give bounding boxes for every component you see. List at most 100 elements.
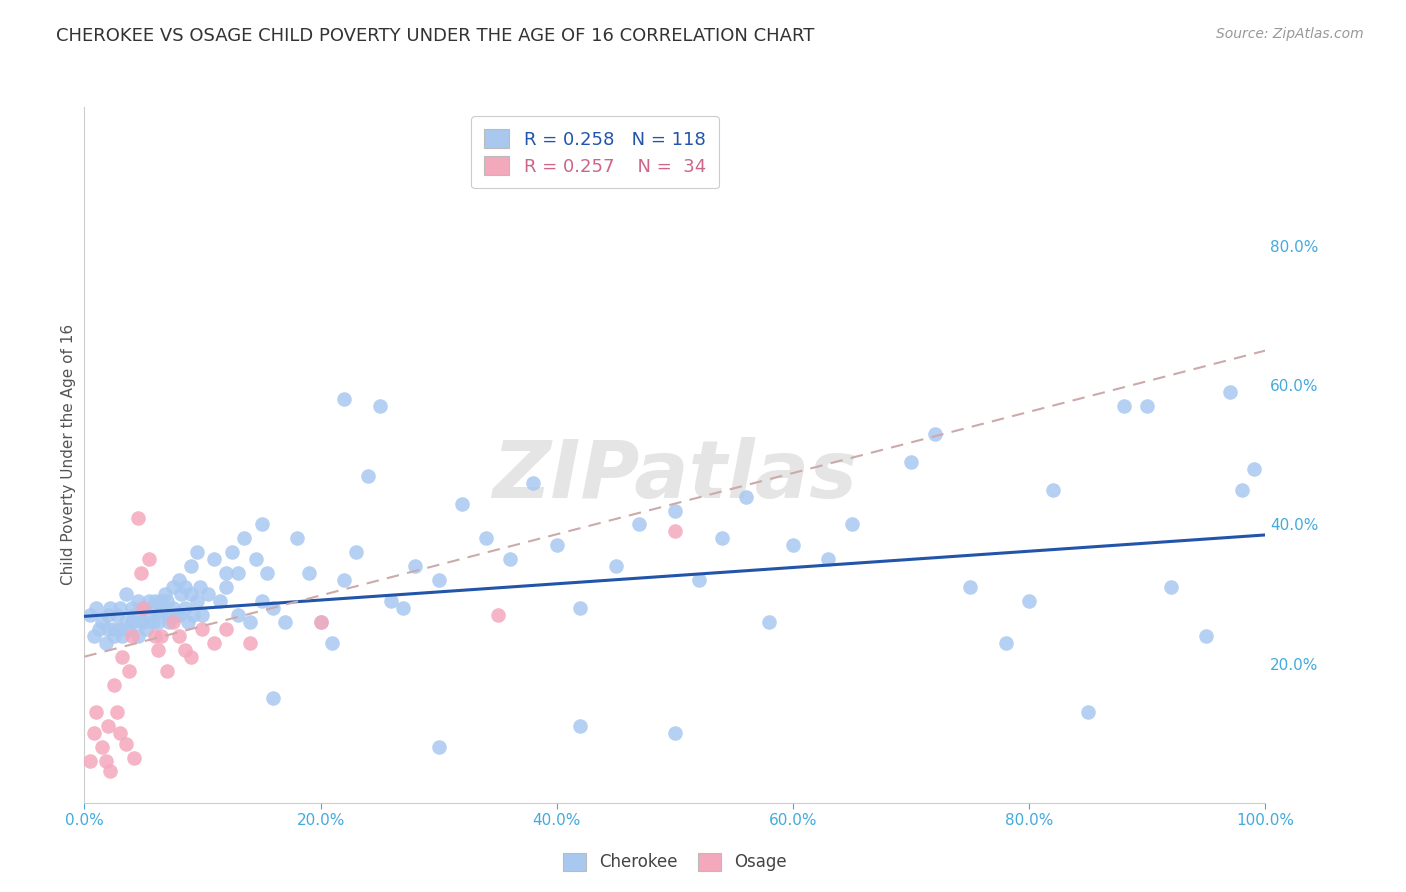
Point: [202, 552, 225, 566]
Point: [108, 726, 131, 740]
Point: [924, 427, 946, 442]
Point: [138, 607, 160, 622]
Point: [817, 552, 839, 566]
Point: [333, 573, 356, 587]
Point: [91, 740, 114, 755]
Point: [97, 719, 120, 733]
Point: [162, 615, 184, 629]
Point: [122, 750, 145, 764]
Legend: Cherokee, Osage: Cherokee, Osage: [555, 846, 794, 878]
Point: [191, 607, 214, 622]
Point: [108, 622, 131, 636]
Point: [114, 587, 136, 601]
Point: [475, 532, 498, 546]
Point: [321, 636, 343, 650]
Point: [427, 573, 450, 587]
Point: [146, 642, 169, 657]
Point: [180, 559, 202, 574]
Text: ZIPatlas: ZIPatlas: [492, 437, 858, 515]
Point: [758, 615, 780, 629]
Point: [132, 601, 155, 615]
Point: [84, 601, 107, 615]
Point: [150, 605, 173, 619]
Point: [900, 455, 922, 469]
Point: [569, 719, 592, 733]
Point: [173, 580, 195, 594]
Point: [138, 594, 160, 608]
Point: [498, 552, 520, 566]
Point: [256, 566, 278, 581]
Point: [232, 532, 254, 546]
Point: [94, 636, 117, 650]
Point: [132, 601, 155, 615]
Point: [215, 622, 238, 636]
Point: [298, 566, 321, 581]
Point: [1018, 594, 1040, 608]
Point: [664, 726, 686, 740]
Point: [118, 664, 141, 678]
Point: [209, 594, 232, 608]
Point: [262, 601, 284, 615]
Point: [188, 580, 211, 594]
Point: [1042, 483, 1064, 497]
Point: [97, 607, 120, 622]
Point: [166, 607, 188, 622]
Point: [91, 615, 114, 629]
Point: [79, 607, 101, 622]
Point: [250, 594, 273, 608]
Point: [285, 532, 308, 546]
Point: [1243, 462, 1265, 476]
Point: [226, 566, 249, 581]
Point: [994, 636, 1017, 650]
Point: [451, 497, 474, 511]
Point: [167, 629, 190, 643]
Point: [309, 615, 332, 629]
Point: [186, 545, 208, 559]
Point: [782, 538, 804, 552]
Point: [121, 629, 143, 643]
Point: [239, 636, 262, 650]
Point: [522, 475, 544, 490]
Point: [114, 737, 136, 751]
Point: [380, 594, 402, 608]
Point: [173, 601, 195, 615]
Point: [197, 587, 219, 601]
Point: [156, 594, 179, 608]
Point: [344, 545, 367, 559]
Point: [404, 559, 426, 574]
Point: [173, 642, 195, 657]
Point: [122, 607, 145, 622]
Point: [734, 490, 756, 504]
Point: [628, 517, 651, 532]
Point: [103, 677, 125, 691]
Point: [127, 594, 149, 608]
Point: [108, 601, 131, 615]
Point: [167, 607, 190, 622]
Point: [107, 706, 129, 720]
Text: CHEROKEE VS OSAGE CHILD POVERTY UNDER THE AGE OF 16 CORRELATION CHART: CHEROKEE VS OSAGE CHILD POVERTY UNDER TH…: [56, 27, 814, 45]
Point: [84, 706, 107, 720]
Point: [156, 607, 179, 622]
Point: [262, 691, 284, 706]
Point: [181, 607, 204, 622]
Point: [664, 503, 686, 517]
Point: [191, 622, 214, 636]
Point: [180, 587, 202, 601]
Point: [97, 622, 120, 636]
Point: [111, 629, 134, 643]
Point: [368, 399, 391, 413]
Point: [121, 615, 143, 629]
Point: [239, 615, 262, 629]
Point: [79, 754, 101, 768]
Point: [94, 754, 117, 768]
Y-axis label: Child Poverty Under the Age of 16: Child Poverty Under the Age of 16: [60, 325, 76, 585]
Point: [180, 649, 202, 664]
Point: [143, 629, 166, 643]
Point: [1219, 385, 1241, 400]
Point: [245, 552, 267, 566]
Point: [215, 566, 238, 581]
Point: [274, 615, 297, 629]
Point: [711, 532, 734, 546]
Point: [157, 615, 180, 629]
Point: [142, 615, 165, 629]
